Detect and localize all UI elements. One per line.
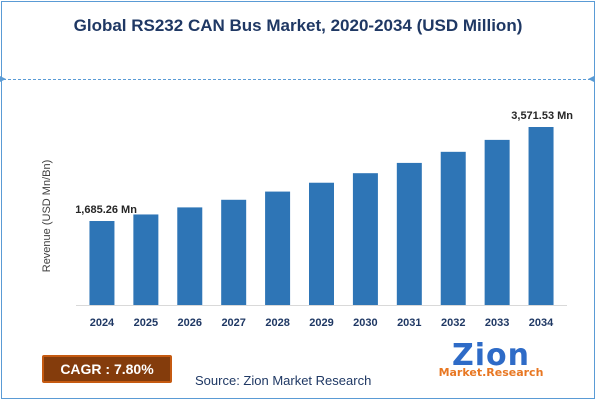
logo-subtitle: Market.Research	[438, 366, 544, 379]
bar-2030	[352, 173, 378, 305]
x-tick-2024: 2024	[90, 317, 115, 329]
x-tick-2033: 2033	[485, 317, 509, 329]
x-tick-2032: 2032	[441, 317, 465, 329]
bar-2028	[265, 191, 291, 305]
bar-2027	[221, 199, 247, 305]
data-label-2034: 3,571.53 Mn	[511, 110, 573, 122]
logo-wordmark: Zion	[451, 338, 530, 373]
bar-2032	[440, 151, 466, 305]
x-tick-2030: 2030	[353, 317, 377, 329]
x-tick-2028: 2028	[265, 317, 289, 329]
y-axis-label: Revenue (USD Mn/Bn)	[41, 160, 53, 273]
bar-2031	[396, 162, 422, 305]
data-label-2024: 1,685.26 Mn	[75, 204, 137, 216]
bar-2026	[177, 207, 203, 305]
bar-2034	[528, 127, 554, 305]
bar-2024	[89, 221, 115, 305]
cagr-badge: CAGR : 7.80%	[42, 355, 172, 383]
x-tick-2027: 2027	[221, 317, 245, 329]
x-tick-2025: 2025	[134, 317, 158, 329]
zion-logo: Zion Market.Research	[428, 338, 554, 382]
title-divider	[0, 76, 594, 82]
chart-title: Global RS232 CAN Bus Market, 2020-2034 (…	[73, 16, 523, 35]
x-tick-2031: 2031	[397, 317, 421, 329]
bar-2029	[309, 182, 334, 305]
x-tick-2034: 2034	[529, 317, 554, 329]
x-tick-2029: 2029	[309, 317, 333, 329]
bar-2025	[133, 214, 159, 305]
source-text: Source: Zion Market Research	[195, 373, 372, 388]
x-tick-2026: 2026	[178, 317, 202, 329]
bar-2033	[484, 139, 510, 305]
